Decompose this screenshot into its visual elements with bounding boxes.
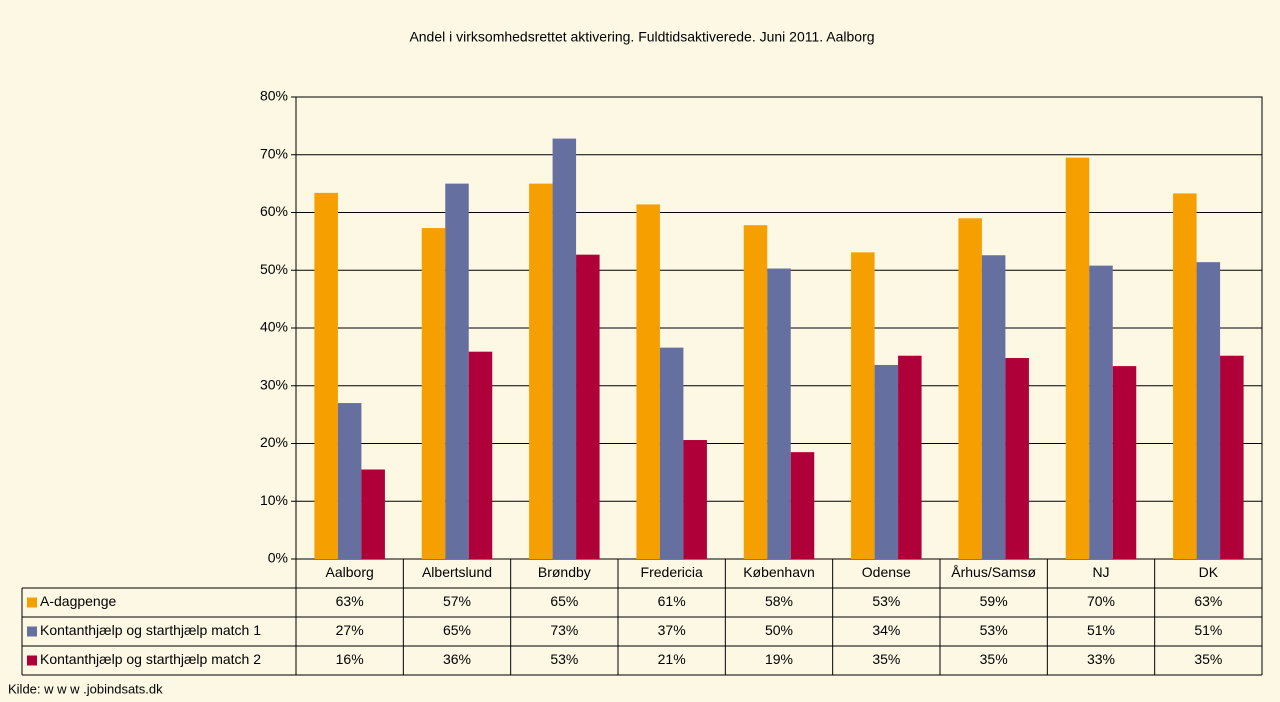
bar (552, 138, 577, 559)
table-cell: 73% (550, 622, 578, 638)
table-cell: 16% (336, 651, 364, 667)
bar (1112, 366, 1137, 559)
bar (767, 268, 791, 559)
bar (683, 440, 707, 559)
chart-title: Andel i virksomhedsrettet aktivering. Fu… (409, 29, 874, 45)
bar (337, 403, 362, 559)
x-tick-label: DK (1199, 564, 1219, 580)
table-cell: 50% (765, 622, 793, 638)
bar (1005, 358, 1029, 559)
x-tick-label: Albertslund (422, 564, 492, 580)
y-tick-label: 70% (260, 145, 288, 161)
legend-swatch (27, 626, 37, 637)
table-cell: 35% (872, 651, 900, 667)
table-cell: 53% (980, 622, 1008, 638)
table-cell: 34% (872, 622, 900, 638)
x-tick-label: NJ (1092, 564, 1109, 580)
table-cell: 53% (550, 651, 578, 667)
bar (468, 351, 493, 559)
bar (636, 204, 660, 560)
table-cell: 63% (1194, 593, 1222, 609)
table-cell: 21% (658, 651, 686, 667)
y-tick-label: 0% (268, 550, 288, 566)
table-cell: 27% (336, 622, 364, 638)
table-cell: 51% (1087, 622, 1115, 638)
legend-label: A-dagpenge (40, 593, 117, 609)
x-tick-label: Brøndby (538, 564, 591, 580)
bar (314, 192, 338, 560)
table-cell: 61% (658, 593, 686, 609)
x-tick-label: Aalborg (326, 564, 374, 580)
legend-label: Kontanthjælp og starthjælp match 1 (40, 622, 261, 638)
y-tick-label: 80% (260, 88, 288, 104)
table-cell: 33% (1087, 651, 1115, 667)
y-tick-label: 40% (260, 319, 288, 335)
bar (1173, 193, 1197, 559)
bar (958, 218, 982, 559)
bar (1065, 157, 1090, 559)
y-tick-label: 60% (260, 203, 288, 219)
bar (529, 183, 553, 559)
bar (659, 347, 684, 559)
bar (1220, 355, 1244, 559)
bar (576, 254, 600, 559)
bar (851, 252, 875, 559)
table-cell: 19% (765, 651, 793, 667)
x-tick-label: København (743, 564, 815, 580)
bar (445, 183, 469, 559)
y-tick-label: 20% (260, 434, 288, 450)
legend-label: Kontanthjælp og starthjælp match 2 (40, 651, 261, 667)
table-cell: 37% (658, 622, 686, 638)
legend-swatch (27, 597, 37, 608)
table-cell: 57% (443, 593, 471, 609)
bar (421, 228, 446, 559)
bar (743, 225, 768, 559)
table-cell: 65% (550, 593, 578, 609)
bar (1196, 262, 1221, 559)
bar (1089, 265, 1113, 559)
table-cell: 36% (443, 651, 471, 667)
y-tick-label: 30% (260, 376, 288, 392)
table-cell: 53% (872, 593, 900, 609)
y-tick-label: 50% (260, 261, 288, 277)
table-cell: 58% (765, 593, 793, 609)
table-cell: 35% (980, 651, 1008, 667)
x-tick-label: Århus/Samsø (951, 564, 1036, 580)
x-tick-label: Fredericia (641, 564, 703, 580)
table-cell: 35% (1194, 651, 1222, 667)
bar (981, 255, 1006, 560)
bar (790, 452, 815, 559)
y-tick-label: 10% (260, 492, 288, 508)
table-cell: 65% (443, 622, 471, 638)
table-cell: 70% (1087, 593, 1115, 609)
table-cell: 51% (1194, 622, 1222, 638)
bar (898, 355, 922, 559)
source: Kilde: w w w .jobindsats.dk (8, 681, 163, 696)
x-tick-label: Odense (862, 564, 911, 580)
bar (874, 364, 899, 559)
legend-swatch (27, 655, 37, 666)
table-cell: 63% (336, 593, 364, 609)
table-cell: 59% (980, 593, 1008, 609)
bar (361, 469, 385, 559)
